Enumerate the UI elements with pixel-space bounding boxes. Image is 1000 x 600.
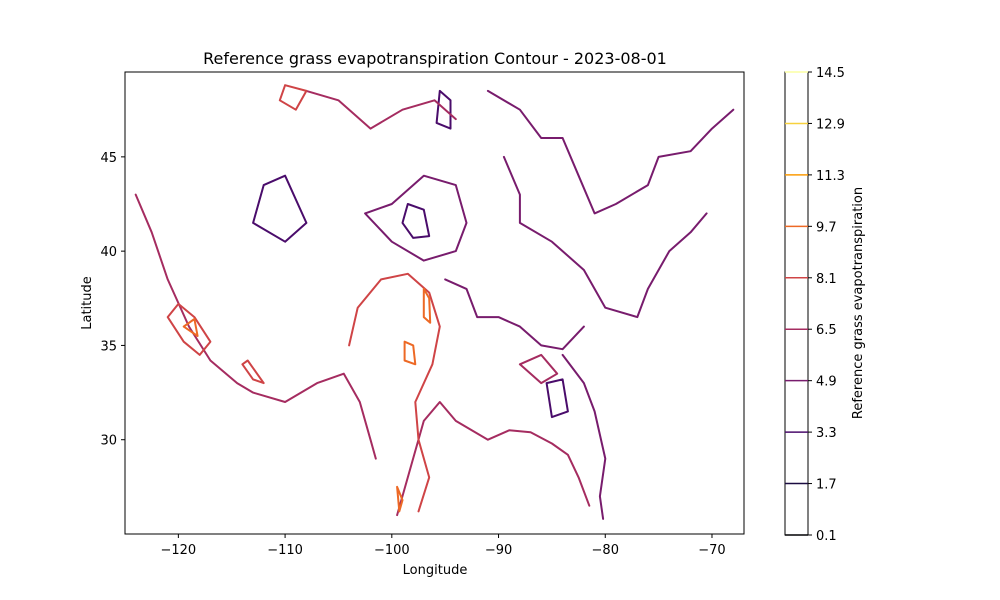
contour-line bbox=[364, 174, 468, 262]
contour-line bbox=[518, 353, 559, 385]
x-tick-label: −70 bbox=[698, 543, 725, 558]
contour-line bbox=[435, 89, 452, 130]
contour-line bbox=[396, 401, 591, 517]
plot-area: −120 −110 −100 −90 −80 −70 30 35 40 45 bbox=[100, 71, 745, 558]
y-tick-label: 40 bbox=[100, 245, 117, 260]
x-tick-label: −100 bbox=[374, 543, 410, 558]
contour-line bbox=[486, 89, 735, 215]
contour-line bbox=[403, 340, 417, 366]
contour-line bbox=[182, 318, 199, 337]
contour-line bbox=[252, 174, 308, 243]
y-axis-ticks: 30 35 40 45 bbox=[100, 151, 125, 449]
x-tick-label: −110 bbox=[267, 543, 303, 558]
contour-line bbox=[422, 287, 432, 324]
x-tick-label: −120 bbox=[161, 543, 197, 558]
colorbar-tick-label: 11.3 bbox=[816, 169, 845, 184]
contour-line bbox=[561, 353, 607, 520]
x-tick-label: −80 bbox=[592, 543, 619, 558]
contour-line bbox=[396, 485, 404, 513]
contour-line bbox=[241, 359, 265, 385]
y-axis-label: Latitude bbox=[80, 276, 95, 330]
colorbar-tick-label: 3.3 bbox=[816, 426, 837, 441]
colorbar-label: Reference grass evapotranspiration bbox=[851, 187, 866, 419]
y-tick-label: 30 bbox=[100, 434, 117, 449]
colorbar-tick-label: 0.1 bbox=[816, 529, 837, 544]
contour-line bbox=[134, 193, 377, 460]
contour-line bbox=[348, 272, 441, 513]
plot-frame bbox=[124, 71, 745, 535]
contour-line bbox=[401, 203, 431, 239]
colorbar-tick-label: 14.5 bbox=[816, 66, 845, 81]
y-tick-label: 45 bbox=[100, 151, 117, 166]
contour-line bbox=[305, 89, 457, 130]
colorbar-ticks: 0.1 1.7 3.3 4.9 6.5 8.1 9.7 11.3 12.9 14.5 bbox=[785, 66, 845, 544]
colorbar-tick-label: 6.5 bbox=[816, 323, 837, 338]
colorbar-tick-label: 8.1 bbox=[816, 272, 837, 287]
contour-line bbox=[545, 378, 569, 419]
x-tick-label: −90 bbox=[485, 543, 512, 558]
chart-title: Reference grass evapotranspiration Conto… bbox=[203, 49, 667, 68]
colorbar: 0.1 1.7 3.3 4.9 6.5 8.1 9.7 11.3 12.9 14.5 bbox=[784, 66, 845, 544]
x-axis-ticks: −120 −110 −100 −90 −80 −70 bbox=[161, 534, 726, 558]
colorbar-tick-label: 4.9 bbox=[816, 375, 837, 390]
colorbar-tick-label: 1.7 bbox=[816, 478, 837, 493]
colorbar-frame bbox=[784, 71, 809, 536]
contour-line bbox=[166, 302, 212, 356]
colorbar-tick-label: 9.7 bbox=[816, 220, 837, 235]
x-axis-label: Longitude bbox=[403, 563, 468, 578]
contour-line bbox=[444, 278, 585, 351]
y-tick-label: 35 bbox=[100, 339, 117, 354]
contour-line bbox=[502, 155, 708, 319]
contour-line bbox=[278, 84, 308, 111]
contour-lines bbox=[134, 84, 735, 520]
colorbar-tick-label: 12.9 bbox=[816, 117, 845, 132]
